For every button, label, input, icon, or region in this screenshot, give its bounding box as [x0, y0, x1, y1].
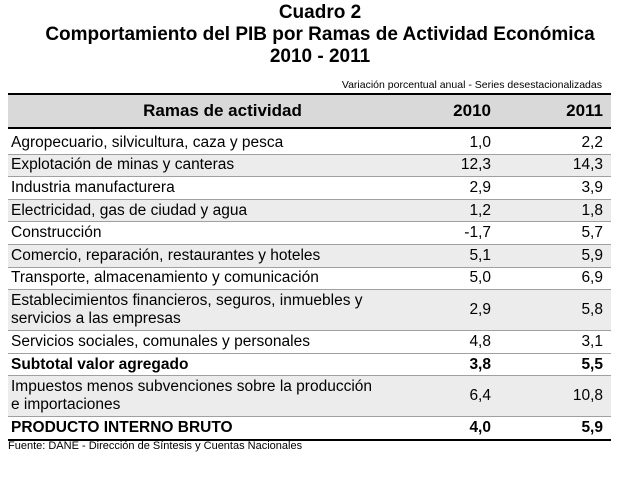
- value-2011: 3,9: [581, 178, 603, 196]
- value-2010: 1,0: [469, 133, 491, 151]
- row-label-line-1: Impuestos menos subvenciones sobre la pr…: [11, 378, 373, 396]
- table-row: Comercio, reparación, restaurantes y hot…: [8, 244, 611, 268]
- row-label: Explotación de minas y canteras: [11, 156, 235, 174]
- title-line-2: Comportamiento del PIB por Ramas de Acti…: [45, 24, 595, 45]
- value-2010: 6,4: [469, 387, 491, 405]
- value-2011: 5,7: [581, 224, 603, 242]
- row-label: Establecimientos financieros, seguros, i…: [8, 292, 434, 328]
- row-label: Construcción: [11, 224, 102, 242]
- value-2011: 2,2: [581, 133, 603, 151]
- value-2010: 5,1: [469, 246, 491, 264]
- row-label: Industria manufacturera: [11, 178, 175, 196]
- table-row: Industria manufacturera 2,9 3,9: [8, 177, 611, 200]
- table-row: Establecimientos financieros, seguros, i…: [8, 290, 611, 332]
- row-label: Transporte, almacenamiento y comunicació…: [11, 269, 319, 287]
- header-year-2011: 2011: [566, 101, 603, 120]
- row-label-line-2: e importaciones: [11, 396, 121, 414]
- value-2011: 5,8: [581, 301, 603, 319]
- row-label-line-1: Establecimientos financieros, seguros, i…: [11, 292, 363, 310]
- value-2011: 3,1: [581, 332, 603, 350]
- value-2010: 1,2: [469, 201, 491, 219]
- table-row: Servicios sociales, comunales y personal…: [8, 331, 611, 354]
- row-label: Electricidad, gas de ciudad y agua: [11, 201, 248, 219]
- table-row: Explotación de minas y canteras 12,3 14,…: [8, 154, 611, 178]
- table-row: Construcción -1,7 5,7: [8, 222, 611, 245]
- value-2010: 2,9: [469, 301, 491, 319]
- total-row: PRODUCTO INTERNO BRUTO 4,0 5,9: [8, 417, 611, 441]
- table-row: Transporte, almacenamiento y comunicació…: [8, 268, 611, 291]
- value-2010: 4,8: [469, 332, 491, 350]
- value-2010: 4,0: [469, 419, 491, 437]
- row-label: Impuestos menos subvenciones sobre la pr…: [8, 378, 434, 414]
- value-2010: -1,7: [464, 224, 491, 242]
- table-row: Agropecuario, silvicultura, caza y pesca…: [8, 132, 611, 155]
- row-label: PRODUCTO INTERNO BRUTO: [11, 419, 233, 437]
- table-row: Electricidad, gas de ciudad y agua 1,2 1…: [8, 199, 611, 223]
- subtotal-row: Subtotal valor agregado 3,8 5,5: [8, 354, 611, 377]
- value-2010: 3,8: [469, 355, 491, 373]
- value-2011: 1,8: [581, 201, 603, 219]
- table-row: Impuestos menos subvenciones sobre la pr…: [8, 376, 611, 418]
- row-label: Agropecuario, silvicultura, caza y pesca: [11, 133, 284, 151]
- row-label: Subtotal valor agregado: [11, 355, 189, 373]
- source-footnote: Fuente: DANE - Dirección de Síntesis y C…: [8, 440, 303, 452]
- value-2010: 12,3: [460, 156, 491, 174]
- gdp-table: Ramas de actividad 2010 2011 Agropecuari…: [8, 93, 611, 441]
- row-label: Servicios sociales, comunales y personal…: [11, 332, 310, 350]
- table-header: Ramas de actividad 2010 2011: [8, 93, 611, 129]
- value-2011: 6,9: [581, 269, 603, 287]
- title-line-3: 2010 - 2011: [269, 46, 371, 67]
- value-2011: 5,9: [581, 246, 603, 264]
- value-2011: 14,3: [572, 156, 603, 174]
- title-line-1: Cuadro 2: [278, 2, 362, 23]
- header-year-2010: 2010: [453, 101, 491, 120]
- units-note: Variación porcentual anual - Series dese…: [341, 79, 602, 91]
- row-label-line-2: servicios a las empresas: [11, 310, 181, 328]
- value-2011: 5,5: [581, 355, 603, 373]
- header-branch: Ramas de actividad: [143, 101, 302, 120]
- value-2011: 5,9: [581, 419, 603, 437]
- value-2011: 10,8: [572, 387, 603, 405]
- row-label: Comercio, reparación, restaurantes y hot…: [11, 246, 321, 264]
- table-title: Cuadro 2 Comportamiento del PIB por Rama…: [0, 0, 640, 68]
- value-2010: 2,9: [469, 178, 491, 196]
- value-2010: 5,0: [469, 269, 491, 287]
